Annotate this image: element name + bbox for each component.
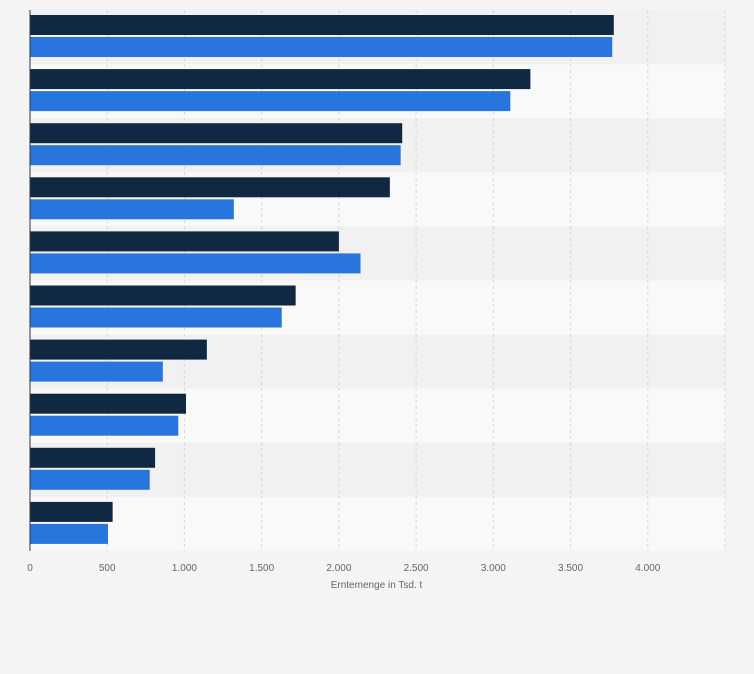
- x-tick-label: 0: [27, 563, 33, 574]
- bar-series-1: [30, 15, 614, 35]
- bar-series-1: [30, 339, 207, 360]
- bar-series-1: [30, 69, 531, 90]
- bar-series-1: [30, 177, 390, 198]
- bar-series-2: [30, 145, 401, 166]
- bar-series-1: [30, 285, 296, 306]
- x-tick-label: 2.000: [326, 563, 351, 574]
- bar-series-2: [30, 523, 108, 544]
- bar-series-2: [30, 469, 150, 490]
- x-tick-label: 500: [99, 563, 116, 574]
- x-tick-label: 2.500: [404, 563, 429, 574]
- bar-series-2: [30, 307, 282, 328]
- bar-series-2: [30, 415, 179, 436]
- x-tick-label: 1.000: [172, 563, 197, 574]
- bar-series-2: [30, 253, 361, 274]
- bars: [30, 15, 614, 544]
- x-tick-label: 1.500: [249, 563, 274, 574]
- bar-series-1: [30, 231, 339, 252]
- bar-series-1: [30, 393, 186, 414]
- bar-series-2: [30, 361, 163, 382]
- bar-series-1: [30, 123, 403, 144]
- bar-series-1: [30, 501, 113, 522]
- bar-series-2: [30, 37, 613, 57]
- x-axis-label: Erntemenge in Tsd. t: [331, 580, 423, 591]
- bar-series-1: [30, 447, 156, 468]
- x-tick-label: 3.500: [558, 563, 583, 574]
- x-axis-ticks: 0 500 1.000 1.500 2.000 2.500 3.000 3.500 4.000: [27, 563, 661, 574]
- row-band: [30, 496, 725, 551]
- bar-series-2: [30, 199, 234, 220]
- x-tick-label: 3.000: [481, 563, 506, 574]
- bar-series-2: [30, 91, 511, 112]
- x-tick-label: 4.000: [635, 563, 660, 574]
